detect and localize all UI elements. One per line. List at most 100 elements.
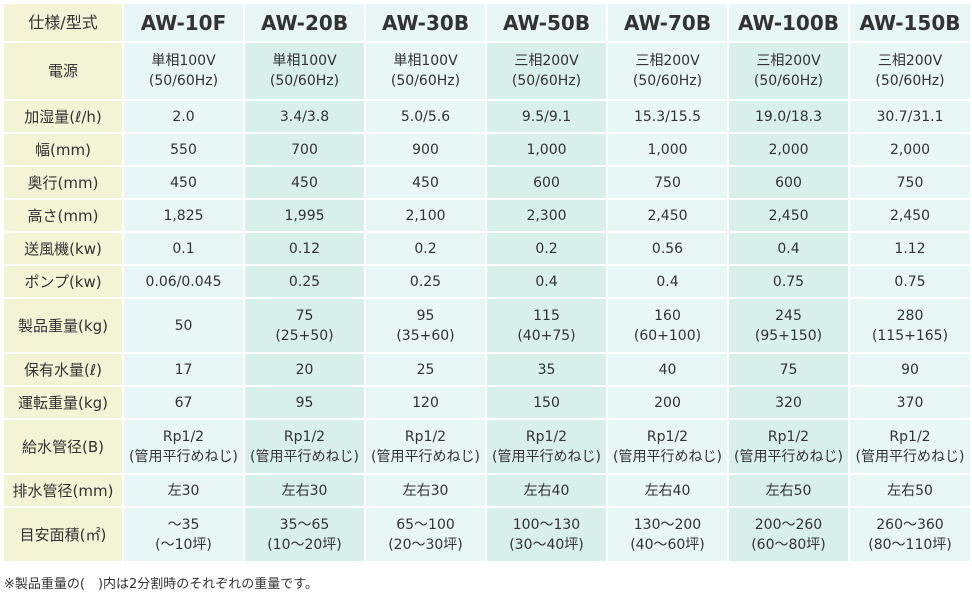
cell-line: 15.3/15.5 (633, 108, 702, 125)
cell-line: 3.4/3.8 (279, 108, 330, 125)
spec-cell: 5.0/5.6 (364, 99, 487, 134)
spec-cell: 0.4 (485, 264, 608, 299)
spec-cell: 左30 (122, 473, 245, 508)
spec-cell: Rp1/2 (管用平行めねじ) (727, 418, 850, 475)
model-header: AW-100B (727, 2, 850, 43)
model-header: AW-150B (848, 2, 972, 43)
cell-line: 550 (170, 141, 197, 158)
spec-cell: 130～200 (40～60坪) (606, 506, 729, 563)
spec-cell: 0.56 (606, 231, 729, 266)
cell-line: (80～110坪) (868, 536, 952, 553)
spec-cell: 三相200V (50/60Hz) (606, 41, 729, 101)
cell-line: 35～65 (279, 516, 330, 533)
cell-line: 0.4 (777, 240, 800, 257)
cell-line: 0.75 (772, 273, 805, 290)
cell-line: Rp1/2 (525, 428, 568, 445)
cell-line: 370 (896, 394, 924, 411)
header-row: 仕様/型式 AW-10F AW-20B AW-30B AW-50B AW-70B AW-1… (2, 2, 972, 43)
spec-cell: 0.4 (606, 264, 729, 299)
cell-line: 0.4 (535, 273, 558, 290)
cell-line: 67 (174, 394, 193, 411)
spec-cell: 450 (122, 165, 245, 200)
spec-cell: 65～100 (20～30坪) (364, 506, 487, 563)
spec-cell: 25 (364, 352, 487, 387)
spec-cell: 左右30 (364, 473, 487, 508)
row-label: 加湿量(ℓ/h) (2, 99, 124, 134)
spec-row: ポンプ(kw) 0.06/0.045 0.25 0.25 0.4 0.4 0.75 0.75 (2, 264, 972, 299)
cell-line: 2,000 (889, 141, 931, 158)
cell-line: 450 (170, 174, 197, 191)
cell-line: 0.25 (288, 273, 321, 290)
spec-cell: 95 (243, 385, 366, 420)
model-header: AW-30B (364, 2, 487, 43)
cell-line: Rp1/2 (162, 428, 205, 445)
cell-line: 95 (295, 394, 314, 411)
spec-cell: 900 (364, 132, 487, 167)
cell-line: 0.1 (172, 240, 195, 257)
cell-line: 200～260 (754, 516, 823, 533)
spec-cell: 20 (243, 352, 366, 387)
spec-cell: 160 (60+100) (606, 297, 729, 354)
cell-line: 120 (412, 394, 439, 411)
spec-cell: Rp1/2 (管用平行めねじ) (243, 418, 366, 475)
spec-cell: 0.2 (364, 231, 487, 266)
spec-cell: 0.25 (243, 264, 366, 299)
spec-cell: 三相200V (50/60Hz) (727, 41, 850, 101)
spec-cell: Rp1/2 (管用平行めねじ) (485, 418, 608, 475)
spec-row: 運転重量(kg) 67 95 120 150 200 320 370 (2, 385, 972, 420)
spec-cell: 750 (606, 165, 729, 200)
spec-cell: Rp1/2 (管用平行めねじ) (122, 418, 245, 475)
cell-line: Rp1/2 (767, 428, 810, 445)
spec-cell: 単相100V (50/60Hz) (243, 41, 366, 101)
cell-line: (管用平行めねじ) (129, 448, 238, 465)
cell-line: 700 (291, 141, 318, 158)
cell-line: 0.75 (894, 273, 926, 290)
cell-line: 115 (533, 307, 560, 324)
spec-row: 高さ(mm) 1,825 1,995 2,100 2,300 2,450 2,450 2,45… (2, 198, 972, 233)
spec-cell: 67 (122, 385, 245, 420)
cell-line: 750 (896, 174, 924, 191)
cell-line: 左右30 (402, 482, 449, 499)
cell-line: (50/60Hz) (269, 73, 340, 89)
cell-line: 600 (775, 174, 802, 191)
spec-cell: 200 (606, 385, 729, 420)
cell-line: 130～200 (633, 516, 702, 533)
spec-cell: 0.25 (364, 264, 487, 299)
cell-line: (50/60Hz) (148, 73, 219, 89)
spec-cell: 550 (122, 132, 245, 167)
cell-line: ～35 (167, 516, 200, 533)
cell-line: 0.25 (409, 273, 442, 290)
row-label: 目安面積(㎡) (2, 506, 124, 563)
spec-cell: 40 (606, 352, 729, 387)
spec-cell: 95 (35+60) (364, 297, 487, 354)
spec-cell: 115 (40+75) (485, 297, 608, 354)
cell-line: (20～30坪) (388, 536, 463, 553)
spec-cell: 600 (485, 165, 608, 200)
spec-cell: Rp1/2 (管用平行めねじ) (606, 418, 729, 475)
cell-line: 200 (654, 394, 681, 411)
cell-line: (管用平行めねじ) (613, 448, 722, 465)
spec-cell: 左右30 (243, 473, 366, 508)
spec-cell: 左右50 (848, 473, 972, 508)
cell-line: 75 (779, 361, 798, 378)
spec-cell: Rp1/2 (管用平行めねじ) (848, 418, 972, 475)
spec-cell: 左右40 (606, 473, 729, 508)
cell-line: 2.0 (172, 108, 195, 125)
spec-cell: 35～65 (10～20坪) (243, 506, 366, 563)
spec-cell: 2,300 (485, 198, 608, 233)
cell-line: 左右50 (887, 482, 933, 499)
row-label: 排水管径(mm) (2, 473, 124, 508)
cell-line: 245 (775, 307, 802, 324)
spec-row: 奥行(mm) 450 450 450 600 750 600 750 (2, 165, 972, 200)
cell-line: 2,450 (768, 207, 809, 224)
cell-line: (50/60Hz) (753, 73, 824, 89)
cell-line: 単相100V (393, 53, 458, 69)
cell-line: 2,100 (405, 207, 446, 224)
cell-line: (35+60) (396, 327, 455, 344)
spec-cell: 1,995 (243, 198, 366, 233)
spec-cell: 150 (485, 385, 608, 420)
cell-line: 95 (416, 307, 435, 324)
spec-cell: 3.4/3.8 (243, 99, 366, 134)
spec-cell: 450 (364, 165, 487, 200)
cell-line: (50/60Hz) (511, 73, 582, 89)
